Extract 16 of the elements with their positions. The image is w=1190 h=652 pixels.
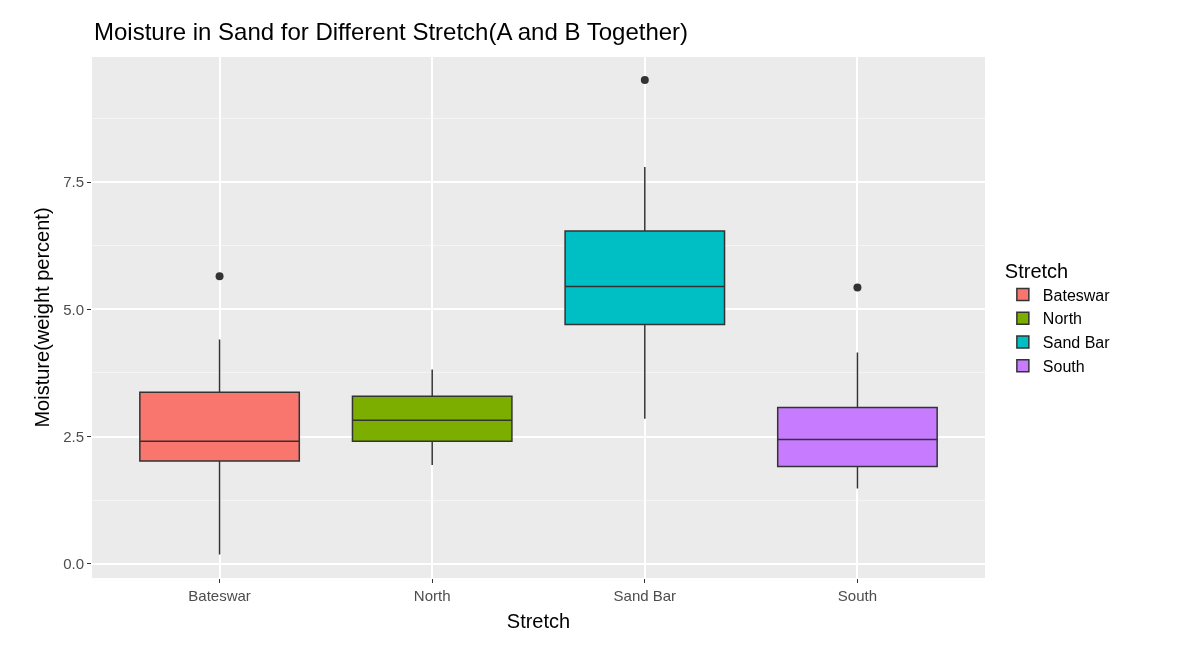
chart-title: Moisture in Sand for Different Stretch(A and B Together) bbox=[94, 17, 689, 45]
legend-label: Sand Bar bbox=[1042, 334, 1111, 352]
y-axis-title: Moisture(weight percent) bbox=[30, 207, 53, 428]
y-tick-label: 0.0 bbox=[63, 555, 84, 572]
y-tick-label: 7.5 bbox=[63, 173, 84, 191]
y-tick-label: 5.0 bbox=[63, 300, 84, 318]
legend-label: Bateswar bbox=[1042, 286, 1111, 304]
x-axis-title: Stretch bbox=[506, 609, 571, 632]
x-tick-label: North bbox=[413, 587, 451, 604]
x-tick-label: Bateswar bbox=[188, 587, 251, 604]
x-tick-label: Sand Bar bbox=[613, 587, 677, 604]
x-tick-label: South bbox=[837, 587, 878, 604]
legend-title: Stretch bbox=[1004, 259, 1069, 282]
legend-label: North bbox=[1042, 310, 1082, 328]
y-tick-label: 2.5 bbox=[63, 427, 84, 445]
legend-label: South bbox=[1042, 358, 1085, 376]
